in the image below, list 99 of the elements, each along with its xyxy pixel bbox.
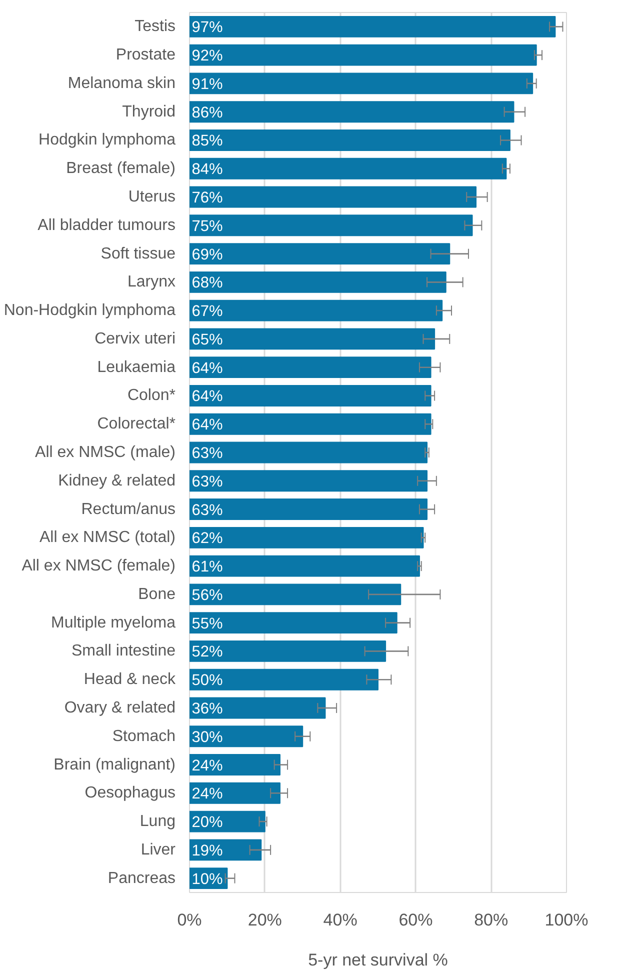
y-tick-label: Kidney & related	[58, 472, 176, 490]
data-label: 56%	[192, 586, 224, 604]
bar	[190, 810, 266, 832]
bar	[190, 214, 473, 236]
data-label: 64%	[192, 360, 224, 377]
bar	[190, 328, 436, 350]
bar	[190, 243, 450, 265]
bar	[190, 612, 398, 634]
y-tick-label: Head & neck	[84, 671, 176, 688]
y-tick-label: Brain (malignant)	[54, 756, 176, 774]
y-tick-label: Thyroid	[122, 103, 176, 120]
data-label: 64%	[192, 416, 224, 434]
data-label: 76%	[192, 190, 224, 207]
data-label: 92%	[192, 48, 224, 65]
bar	[190, 44, 537, 66]
data-label: 63%	[192, 502, 224, 519]
data-label: 63%	[192, 445, 224, 462]
x-tick-label: 40%	[323, 910, 358, 930]
data-label: 97%	[192, 19, 224, 36]
bar	[190, 726, 304, 748]
y-tick-label: Lung	[140, 813, 176, 830]
y-tick-label: Liver	[140, 841, 176, 858]
data-label: 24%	[192, 757, 224, 774]
bar	[190, 186, 477, 208]
bar	[190, 385, 432, 406]
data-label: 10%	[192, 870, 224, 888]
bar	[190, 782, 280, 804]
bar	[190, 101, 514, 123]
data-label: 62%	[192, 530, 224, 548]
y-tick-label: Larynx	[127, 274, 176, 291]
bar	[190, 839, 262, 861]
bar	[190, 158, 507, 180]
data-label: 63%	[192, 473, 224, 490]
y-tick-label: Ovary & related	[64, 699, 176, 716]
data-label: 19%	[192, 842, 224, 860]
bar	[190, 754, 280, 776]
bar	[190, 640, 386, 662]
data-label: 36%	[192, 700, 224, 718]
y-tick-label: Small intestine	[71, 642, 176, 660]
y-tick-label: Cervix uteri	[94, 330, 176, 348]
y-tick-label: All ex NMSC (total)	[39, 529, 176, 546]
x-tick-label: 0%	[177, 910, 202, 930]
y-tick-label: Pancreas	[108, 870, 176, 887]
y-tick-label: All ex NMSC (female)	[22, 558, 176, 575]
y-tick-label: Bone	[138, 586, 176, 603]
x-tick-label: 80%	[474, 910, 508, 930]
bar	[190, 300, 443, 322]
bar	[190, 356, 432, 378]
bar	[190, 668, 378, 690]
data-label: 30%	[192, 728, 224, 746]
bar	[190, 526, 424, 548]
y-tick-label: Melanoma skin	[68, 74, 176, 92]
bar	[190, 130, 510, 151]
y-tick-label: Multiple myeloma	[51, 614, 176, 632]
y-tick-label: All bladder tumours	[38, 216, 176, 234]
bar	[190, 442, 428, 464]
y-tick-label: Uterus	[128, 188, 176, 206]
y-tick-label: Non-Hodgkin lymphoma	[4, 302, 176, 320]
data-label: 84%	[192, 161, 224, 178]
y-tick-label: Colon*	[127, 387, 176, 404]
x-tick-label: 20%	[248, 910, 282, 930]
data-label: 69%	[192, 246, 224, 264]
data-label: 61%	[192, 558, 224, 576]
bar	[190, 498, 428, 520]
x-tick-label: 60%	[398, 910, 433, 930]
data-label: 52%	[192, 644, 224, 661]
data-label: 55%	[192, 615, 224, 632]
data-label: 24%	[192, 786, 224, 803]
data-label: 50%	[192, 672, 224, 690]
x-axis-title: 5-yr net survival %	[308, 950, 448, 970]
bar	[190, 413, 432, 435]
y-tick-label: Colorectal*	[97, 416, 176, 433]
data-label: 85%	[192, 132, 224, 150]
y-tick-label: Soft tissue	[100, 245, 176, 262]
data-label: 86%	[192, 104, 224, 122]
data-label: 64%	[192, 388, 224, 406]
data-label: 67%	[192, 303, 224, 320]
y-tick-label: Prostate	[116, 46, 176, 64]
y-tick-label: Testis	[134, 18, 176, 36]
y-tick-label: Breast (female)	[66, 160, 176, 178]
y-tick-label: Leukaemia	[97, 358, 176, 376]
data-label: 65%	[192, 331, 224, 348]
y-tick-label: Hodgkin lymphoma	[38, 132, 176, 149]
bar	[190, 470, 428, 492]
y-tick-label: Oesophagus	[84, 784, 176, 802]
bar	[190, 697, 326, 719]
bar	[190, 271, 446, 293]
x-tick-label: 100%	[544, 910, 588, 930]
data-label: 68%	[192, 274, 224, 292]
y-tick-label: Rectum/anus	[81, 500, 176, 518]
bar	[190, 16, 556, 38]
bar	[190, 555, 420, 577]
data-label: 91%	[192, 76, 224, 93]
data-label: 75%	[192, 218, 224, 235]
bar	[190, 72, 534, 94]
y-tick-label: Stomach	[112, 728, 176, 745]
bar	[190, 584, 402, 606]
data-label: 20%	[192, 814, 224, 832]
y-tick-label: All ex NMSC (male)	[35, 444, 176, 461]
